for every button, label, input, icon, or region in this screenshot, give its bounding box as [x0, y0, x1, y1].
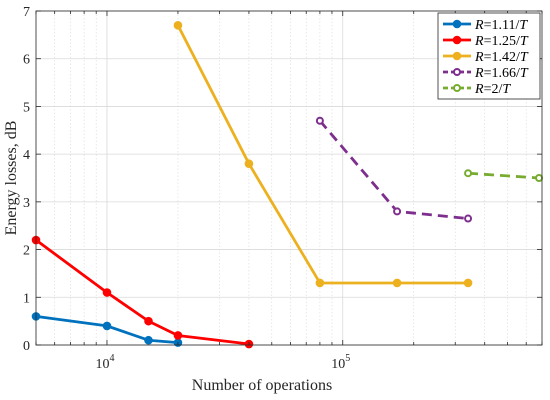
series-4-point: [464, 214, 473, 223]
series-2-point: [144, 316, 153, 326]
legend-label-3: R=1.42/T: [474, 50, 529, 65]
y-tick-label: 6: [23, 53, 30, 68]
y-tick-label: 1: [23, 291, 30, 306]
y-axis-label: Energy losses, dB: [3, 121, 20, 236]
series-3-point: [463, 278, 473, 288]
y-tick-labels: 0 1 2 3 4 5 6 7: [23, 5, 30, 354]
series-3-point: [315, 278, 325, 288]
y-tick-label: 4: [23, 148, 30, 163]
x-axis-label: Number of operations: [192, 377, 332, 394]
legend-marker-4: [453, 68, 461, 76]
legend: R=1.11/TR=1.25/TR=1.42/TR=1.66/TR=2/T: [437, 12, 541, 100]
x-tick-label: 104: [95, 353, 114, 372]
series-1-point: [144, 335, 153, 345]
plot-frame: [35, 10, 543, 346]
y-tick-label: 3: [23, 196, 30, 211]
x-tick-labels: 104 105: [95, 353, 350, 372]
legend-label-1: R=1.11/T: [474, 18, 528, 33]
series-3-point: [173, 21, 183, 30]
series-2-point: [173, 331, 183, 340]
series-3-point: [244, 159, 254, 168]
y-tick-label: 2: [23, 244, 30, 259]
legend-label-2: R=1.25/T: [474, 34, 529, 49]
legend-label-4: R=1.66/T: [474, 66, 529, 81]
axis-ticks: [35, 10, 543, 346]
x-tick-label: 105: [331, 353, 350, 372]
legend-marker-2: [452, 35, 462, 45]
series-line-1: [34, 314, 180, 345]
y-tick-label: 0: [23, 339, 30, 354]
legend-marker-3: [452, 51, 462, 61]
y-tick-label: 5: [23, 100, 30, 115]
series-4-point: [393, 207, 402, 216]
series-3-point: [392, 278, 402, 288]
series-1-point: [102, 321, 112, 331]
series-5-point: [464, 169, 473, 178]
series-line-5: [467, 171, 540, 180]
legend-label-5: R=2/T: [474, 82, 511, 97]
legend-marker-1: [452, 19, 462, 29]
legend-marker-5: [453, 84, 461, 92]
y-tick-label: 7: [23, 5, 30, 20]
series-2-point: [102, 288, 112, 297]
series-5-point: [535, 174, 544, 182]
series-4-point: [315, 116, 324, 125]
